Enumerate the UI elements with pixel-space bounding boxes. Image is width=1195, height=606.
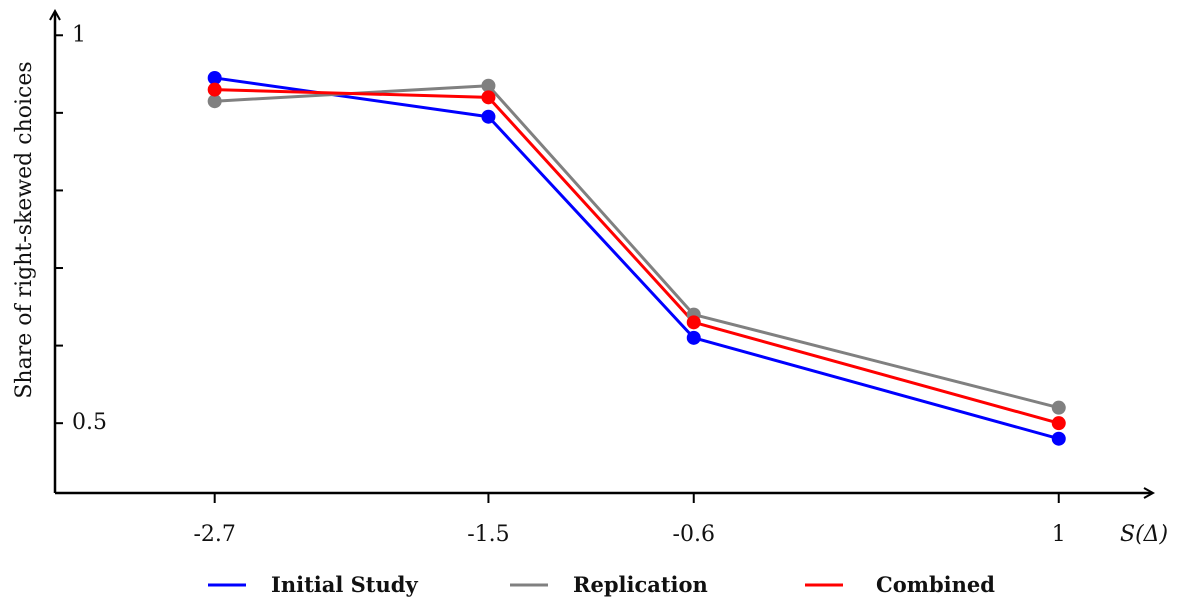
data-point-series-1-1 — [481, 78, 496, 93]
y-axis-title: Share of right-skewed choices — [12, 61, 37, 398]
series-line-2 — [214, 88, 1060, 425]
data-point-series-2-0 — [207, 82, 222, 97]
legend-label-0: Initial Study — [271, 572, 418, 597]
y-tick-label: 0.5 — [72, 410, 107, 435]
data-point-series-0-0 — [207, 70, 222, 85]
legend-label-2: Combined — [876, 572, 995, 597]
x-tick-label: 1 — [1052, 522, 1066, 547]
x-tick-label: -1.5 — [467, 522, 509, 547]
x-tick-label: -0.6 — [673, 522, 715, 547]
data-point-series-0-2 — [686, 330, 701, 345]
legend: Initial Study Replication Combined — [208, 572, 995, 597]
x-axis-title: S(Δ) — [1120, 522, 1168, 547]
data-point-series-0-3 — [1051, 431, 1066, 446]
series-line-1 — [214, 84, 1060, 410]
data-point-series-2-2 — [686, 315, 701, 330]
legend-label-1: Replication — [573, 572, 708, 597]
x-tick-label: -2.7 — [193, 522, 235, 547]
y-tick-label: 1 — [72, 22, 86, 47]
data-point-series-0-1 — [481, 109, 496, 124]
data-point-series-2-3 — [1051, 416, 1066, 431]
data-point-series-1-0 — [207, 94, 222, 109]
data-point-series-2-1 — [481, 90, 496, 105]
series-line-0 — [214, 76, 1060, 441]
data-point-series-1-3 — [1051, 400, 1066, 415]
